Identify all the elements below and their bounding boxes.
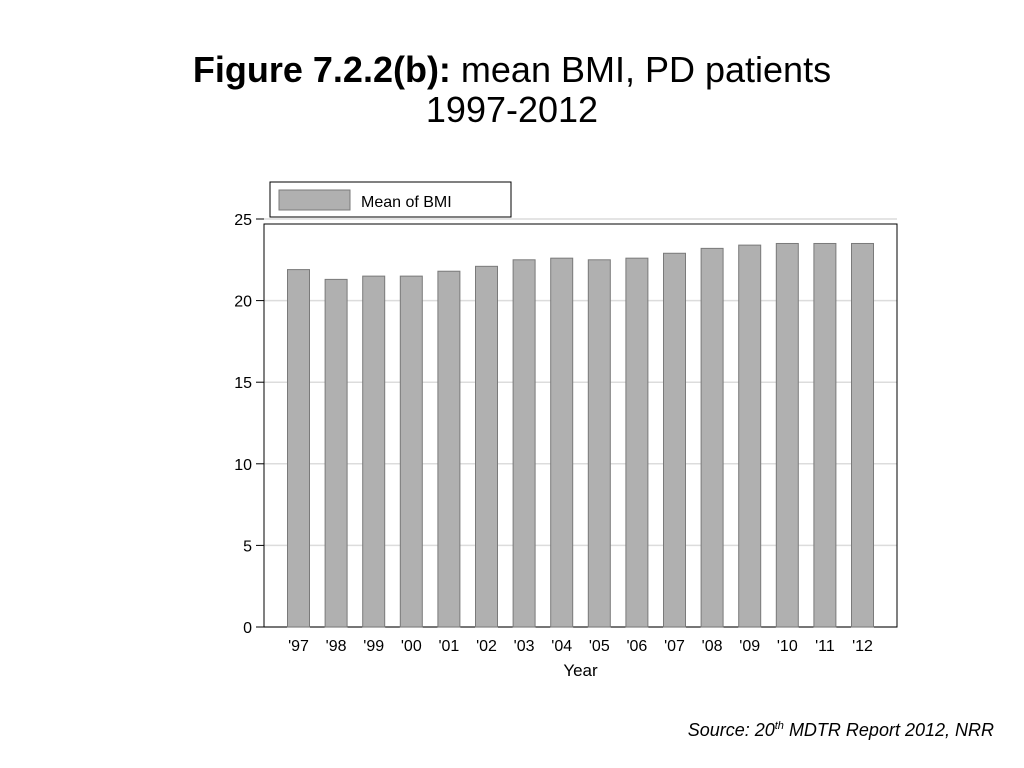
bar: [324, 278, 348, 628]
legend-label: Mean of BMI: [361, 194, 452, 211]
y-tick-label: 0: [243, 620, 252, 637]
source-prefix: Source: 20: [687, 720, 775, 740]
bar: [625, 257, 649, 628]
y-tick-label: 20: [234, 294, 252, 311]
x-tick-label: '97: [288, 638, 309, 655]
y-tick-label: 10: [234, 457, 252, 474]
plot-frame: [263, 223, 898, 628]
chart-title: Figure 7.2.2(b): mean BMI, PD patients 1…: [0, 50, 1024, 130]
y-tick-label: 15: [234, 375, 252, 392]
x-tick-label: '07: [664, 638, 685, 655]
bar: [475, 265, 498, 628]
bar: [587, 259, 611, 628]
bar: [512, 259, 536, 628]
source-note: Source: 20th MDTR Report 2012, NRR: [688, 720, 994, 741]
bar: [813, 242, 837, 628]
bar: [738, 244, 762, 628]
x-tick-label: '06: [626, 638, 647, 655]
x-tick-label: '02: [476, 638, 497, 655]
legend-swatch: [278, 189, 351, 211]
x-tick-label: '03: [514, 638, 535, 655]
bar: [663, 252, 686, 628]
bar: [437, 270, 461, 628]
title-year-range: 1997-2012: [425, 89, 599, 130]
x-tick-label: '01: [438, 638, 459, 655]
bar: [775, 242, 799, 628]
x-tick-label: '08: [702, 638, 723, 655]
title-text: mean BMI, PD patients: [450, 49, 832, 90]
x-axis-label: Year: [563, 661, 598, 680]
x-tick-label: '99: [363, 638, 384, 655]
x-tick-label: '11: [815, 638, 835, 655]
bar: [550, 257, 574, 628]
x-tick-label: '98: [326, 638, 347, 655]
bar: [287, 269, 310, 628]
x-tick-label: '09: [739, 638, 760, 655]
bar: [362, 275, 386, 628]
x-tick-label: '05: [589, 638, 610, 655]
y-tick-label: 25: [234, 212, 252, 229]
x-tick-label: '00: [401, 638, 422, 655]
bar: [851, 242, 874, 628]
y-tick-label: 5: [243, 538, 252, 555]
bar: [399, 275, 423, 628]
source-suffix: MDTR Report 2012, NRR: [783, 720, 994, 740]
x-tick-label: '04: [551, 638, 572, 655]
title-figure-number: Figure 7.2.2(b):: [192, 49, 451, 90]
x-tick-label: '12: [852, 638, 873, 655]
x-tick-label: '10: [777, 638, 798, 655]
bar: [700, 247, 724, 628]
source-superscript: th: [774, 720, 784, 732]
